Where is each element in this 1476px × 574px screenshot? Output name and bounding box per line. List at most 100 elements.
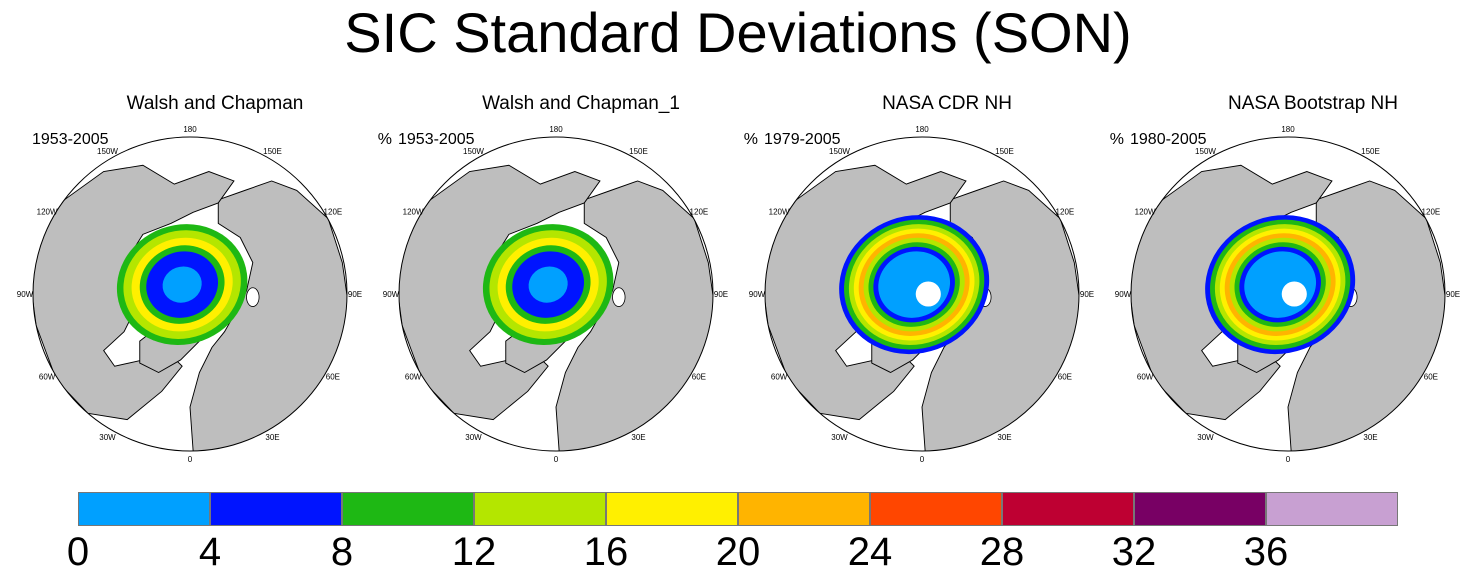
polar-map: 180 150W 150E 120W 120E 90W 90E 60W 60E 30W 30E 0 — [383, 125, 728, 464]
longitude-label: 120E — [324, 208, 343, 217]
colorbar-label: 20 — [715, 530, 761, 574]
colorbar-box — [870, 492, 1002, 526]
colorbar-box — [474, 492, 606, 526]
colorbar-box — [1266, 492, 1398, 526]
longitude-label: 120E — [690, 208, 709, 217]
longitude-label: 0 — [920, 455, 925, 464]
island — [246, 287, 260, 307]
longitude-label: 30E — [631, 433, 645, 442]
colorbar-box — [606, 492, 738, 526]
longitude-label: 90W — [749, 290, 766, 299]
map-outline — [398, 136, 714, 452]
longitude-label: 120E — [1056, 208, 1075, 217]
longitude-label: 30W — [99, 433, 116, 442]
longitude-label: 90E — [348, 290, 362, 299]
longitude-label: 150E — [1361, 147, 1380, 156]
longitude-label: 90E — [714, 290, 728, 299]
longitude-label: 0 — [188, 455, 193, 464]
longitude-label: 150W — [1195, 147, 1216, 156]
land-area — [555, 180, 713, 451]
colorbar-label: 24 — [847, 530, 893, 574]
longitude-label: 90E — [1080, 290, 1094, 299]
longitude-label: 120W — [769, 208, 790, 217]
longitude-label: 120W — [37, 208, 58, 217]
colorbar-label: 32 — [1111, 530, 1157, 574]
longitude-label: 150E — [995, 147, 1014, 156]
longitude-label: 30E — [1363, 433, 1377, 442]
longitude-label: 60E — [692, 373, 706, 382]
colorbar-label: 4 — [198, 530, 222, 574]
pole-hole — [1281, 281, 1307, 307]
longitude-label: 120W — [403, 208, 424, 217]
longitude-label: 90W — [1115, 290, 1132, 299]
longitude-label: 0 — [1286, 455, 1291, 464]
panel-title: NASA Bootstrap NH — [1227, 93, 1399, 114]
polar-map: 180 150W 150E 120W 120E 90W 90E 60W 60E 30W 30E 0 — [1115, 125, 1460, 464]
map-outline — [32, 136, 348, 452]
colorbar-label: 16 — [583, 530, 629, 574]
colorbar-label: 0 — [66, 530, 90, 574]
colorbar-box — [1002, 492, 1134, 526]
land-area — [189, 180, 347, 451]
longitude-label: 180 — [1281, 125, 1295, 134]
longitude-label: 0 — [554, 455, 559, 464]
pole-hole — [915, 281, 941, 307]
longitude-label: 60W — [405, 373, 422, 382]
longitude-label: 180 — [915, 125, 929, 134]
map-panel: Walsh and Chapman 1953-2005% 180 150W 150E 12… — [17, 92, 398, 470]
longitude-label: 30W — [831, 433, 848, 442]
longitude-label: 150W — [97, 147, 118, 156]
longitude-label: 150E — [629, 147, 648, 156]
colorbar-label: 36 — [1243, 530, 1289, 574]
map-outline — [1130, 136, 1446, 452]
longitude-label: 60W — [771, 373, 788, 382]
longitude-label: 150E — [263, 147, 282, 156]
map-panel: Walsh and Chapman_1 1953-2005% 180 150W 150E… — [383, 92, 764, 470]
longitude-label: 60W — [1137, 373, 1154, 382]
polar-map: 180 150W 150E 120W 120E 90W 90E 60W 60E 30W 30E 0 — [17, 125, 362, 464]
longitude-label: 90W — [17, 290, 34, 299]
colorbar-box — [78, 492, 210, 526]
longitude-label: 120E — [1422, 208, 1441, 217]
colorbar-label: 12 — [451, 530, 497, 574]
longitude-label: 30E — [997, 433, 1011, 442]
colorbar-box — [1134, 492, 1266, 526]
longitude-label: 120W — [1135, 208, 1156, 217]
longitude-label: 60E — [326, 373, 340, 382]
panel-unit: % — [377, 131, 392, 148]
panel-years: 1953-2005 — [398, 131, 475, 148]
longitude-label: 30E — [265, 433, 279, 442]
colorbar — [78, 492, 1398, 526]
colorbar-box — [210, 492, 342, 526]
longitude-label: 180 — [183, 125, 197, 134]
island — [612, 287, 626, 307]
panel-unit: % — [1109, 131, 1124, 148]
longitude-label: 30W — [1197, 433, 1214, 442]
longitude-label: 30W — [465, 433, 482, 442]
colorbar-label: 8 — [330, 530, 354, 574]
map-outline — [764, 136, 1080, 452]
sic-contour-band — [528, 266, 568, 303]
panel-unit: % — [743, 131, 758, 148]
panel-title: Walsh and Chapman — [126, 93, 304, 114]
longitude-label: 60E — [1058, 373, 1072, 382]
sic-contour-band — [162, 266, 202, 303]
panel-title: Walsh and Chapman_1 — [482, 93, 680, 114]
page-title: SIC Standard Deviations (SON) — [344, 1, 1132, 64]
longitude-label: 180 — [549, 125, 563, 134]
panel-title: NASA CDR NH — [882, 93, 1012, 114]
panel-years: 1979-2005 — [764, 131, 841, 148]
longitude-label: 90E — [1446, 290, 1460, 299]
longitude-label: 150W — [829, 147, 850, 156]
panel-years: 1980-2005 — [1130, 131, 1207, 148]
colorbar-box — [738, 492, 870, 526]
longitude-label: 60W — [39, 373, 56, 382]
map-panel: NASA CDR NH 1979-2005% 180 150W 150E 120W 120E… — [749, 92, 1130, 470]
longitude-label: 90W — [383, 290, 400, 299]
map-panel: NASA Bootstrap NH1980-2005%180150W150E12… — [1115, 92, 1476, 470]
longitude-label: 60E — [1424, 373, 1438, 382]
polar-map: 180 150W 150E 120W 120E 90W 90E 60W 60E 30W 30E 0 — [749, 125, 1094, 464]
panel-years: 1953-2005 — [32, 131, 109, 148]
longitude-label: 150W — [463, 147, 484, 156]
colorbar-box — [342, 492, 474, 526]
